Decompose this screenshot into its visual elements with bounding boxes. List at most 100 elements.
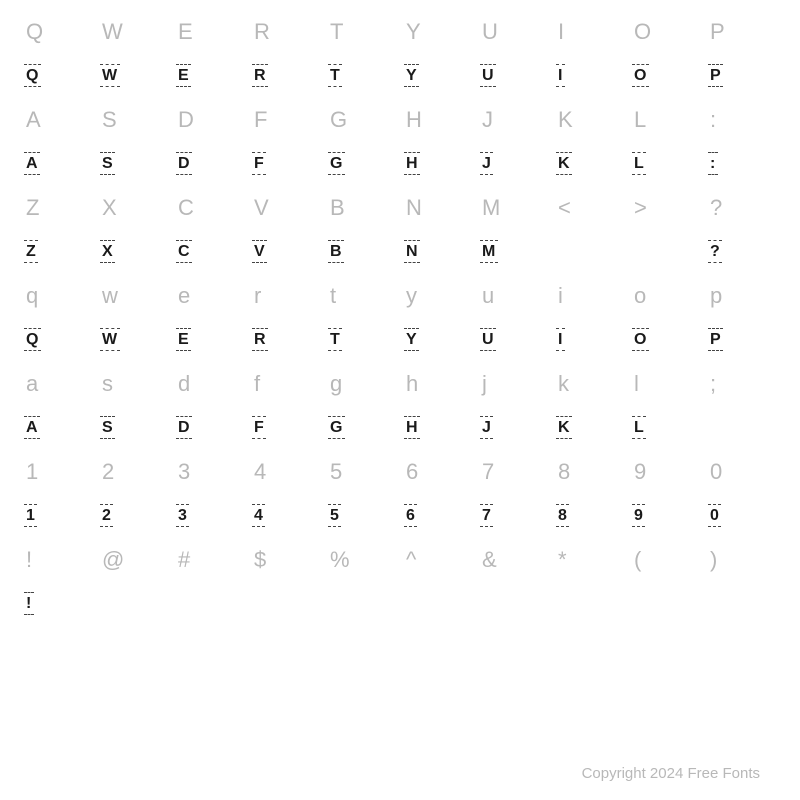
label-cell: t xyxy=(324,283,400,309)
char-label: 4 xyxy=(254,459,266,484)
char-label: X xyxy=(102,195,117,220)
char-label: t xyxy=(330,283,336,308)
label-cell: q xyxy=(20,283,96,309)
char-label: I xyxy=(558,19,564,44)
label-row: asdfghjkl; xyxy=(20,362,780,406)
char-glyph: P xyxy=(710,67,721,85)
glyph-cell: X xyxy=(96,243,172,261)
glyph-cell: D xyxy=(172,419,248,437)
char-label: Y xyxy=(406,19,421,44)
glyph-cell: 3 xyxy=(172,507,248,525)
glyph-cell: 4 xyxy=(248,507,324,525)
label-cell: o xyxy=(628,283,704,309)
char-label: B xyxy=(330,195,345,220)
label-cell: h xyxy=(400,371,476,397)
label-cell: : xyxy=(704,107,780,133)
glyph-cell: K xyxy=(552,155,628,173)
glyph-cell: 2 xyxy=(96,507,172,525)
char-label: A xyxy=(26,107,41,132)
glyph-cell: G xyxy=(324,419,400,437)
glyph-cell: S xyxy=(96,419,172,437)
label-cell: 4 xyxy=(248,459,324,485)
glyph-cell: : xyxy=(704,155,780,173)
label-cell: u xyxy=(476,283,552,309)
glyph-cell: R xyxy=(248,67,324,85)
char-label: M xyxy=(482,195,500,220)
glyph-row: ! xyxy=(20,582,780,626)
char-glyph: N xyxy=(406,243,418,261)
char-label: > xyxy=(634,195,647,220)
char-glyph: 5 xyxy=(330,507,339,525)
char-glyph: O xyxy=(634,67,647,85)
char-glyph: 6 xyxy=(406,507,415,525)
label-cell: A xyxy=(20,107,96,133)
char-label: h xyxy=(406,371,418,396)
glyph-cell: T xyxy=(324,331,400,349)
copyright-text: Copyright 2024 Free Fonts xyxy=(582,765,760,782)
label-cell: $ xyxy=(248,547,324,573)
label-cell: s xyxy=(96,371,172,397)
label-cell: C xyxy=(172,195,248,221)
char-label: F xyxy=(254,107,267,132)
char-glyph: J xyxy=(482,419,491,437)
char-glyph: X xyxy=(102,243,113,261)
glyph-row: QWERTYUIOP xyxy=(20,318,780,362)
glyph-cell xyxy=(704,595,780,613)
glyph-cell: D xyxy=(172,155,248,173)
glyph-cell xyxy=(172,595,248,613)
label-cell: 3 xyxy=(172,459,248,485)
char-label: s xyxy=(102,371,113,396)
char-glyph: E xyxy=(178,331,189,349)
char-label: $ xyxy=(254,547,266,572)
glyph-cell: F xyxy=(248,419,324,437)
char-label: 1 xyxy=(26,459,38,484)
char-glyph: ! xyxy=(26,595,32,613)
char-glyph: M xyxy=(482,243,496,261)
char-label: S xyxy=(102,107,117,132)
glyph-cell xyxy=(400,595,476,613)
label-cell: y xyxy=(400,283,476,309)
glyph-cell: J xyxy=(476,155,552,173)
glyph-cell: L xyxy=(628,155,704,173)
glyph-cell: I xyxy=(552,67,628,85)
glyph-cell: 6 xyxy=(400,507,476,525)
char-label: a xyxy=(26,371,38,396)
char-label: # xyxy=(178,547,190,572)
label-cell: G xyxy=(324,107,400,133)
label-cell: P xyxy=(704,19,780,45)
char-label: l xyxy=(634,371,639,396)
char-label: Q xyxy=(26,19,43,44)
char-label: i xyxy=(558,283,563,308)
glyph-cell: G xyxy=(324,155,400,173)
glyph-cell: W xyxy=(96,331,172,349)
label-cell: 5 xyxy=(324,459,400,485)
label-cell: 1 xyxy=(20,459,96,485)
label-cell: @ xyxy=(96,547,172,573)
char-glyph: 1 xyxy=(26,507,35,525)
label-cell: d xyxy=(172,371,248,397)
glyph-cell: L xyxy=(628,419,704,437)
glyph-cell: K xyxy=(552,419,628,437)
glyph-row: ZXCVBNM? xyxy=(20,230,780,274)
char-label: Z xyxy=(26,195,39,220)
label-cell: * xyxy=(552,547,628,573)
glyph-cell: W xyxy=(96,67,172,85)
glyph-cell: P xyxy=(704,67,780,85)
char-label: 9 xyxy=(634,459,646,484)
char-glyph: S xyxy=(102,155,113,173)
label-cell: # xyxy=(172,547,248,573)
glyph-cell: F xyxy=(248,155,324,173)
label-cell: ( xyxy=(628,547,704,573)
label-row: ASDFGHJKL: xyxy=(20,98,780,142)
char-glyph: ? xyxy=(710,243,720,261)
glyph-cell: 7 xyxy=(476,507,552,525)
char-label: 3 xyxy=(178,459,190,484)
glyph-cell: H xyxy=(400,155,476,173)
char-glyph: H xyxy=(406,155,418,173)
glyph-cell: J xyxy=(476,419,552,437)
char-label: C xyxy=(178,195,194,220)
char-label: r xyxy=(254,283,261,308)
glyph-cell xyxy=(324,595,400,613)
char-glyph: S xyxy=(102,419,113,437)
char-glyph: J xyxy=(482,155,491,173)
